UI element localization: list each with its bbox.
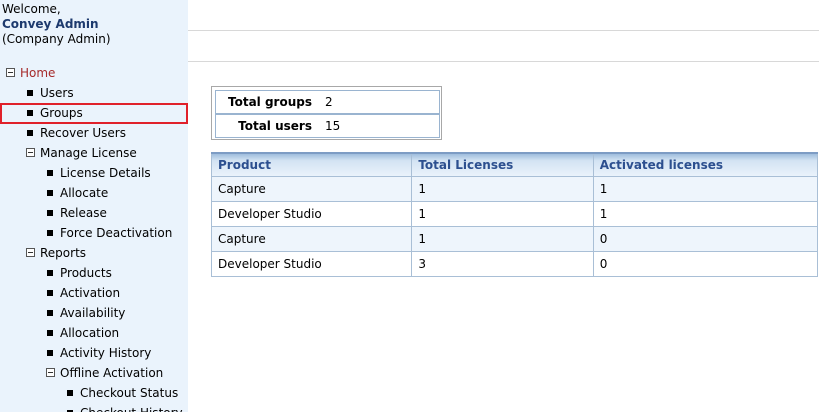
nav-label: Force Deactivation xyxy=(60,226,173,240)
nav-label: Checkout Status xyxy=(80,386,179,400)
bullet xyxy=(27,110,33,116)
bullet xyxy=(47,230,53,236)
table-cell: Developer Studio xyxy=(210,201,413,227)
welcome: Welcome, xyxy=(2,2,61,16)
user-role: (Company Admin) xyxy=(2,32,111,46)
table-row: Capture 1 1 xyxy=(210,176,819,202)
nav-item[interactable]: Availability xyxy=(0,303,188,323)
nav-label: Products xyxy=(60,266,112,280)
nav-label: Availability xyxy=(60,306,126,320)
expand-icon[interactable] xyxy=(26,248,35,257)
table-row: Capture 1 0 xyxy=(210,226,819,252)
header-row: Product Total Licenses Activated licenses xyxy=(210,152,819,177)
table-cell: 0 xyxy=(592,226,819,252)
nav-label: Checkout History xyxy=(80,403,183,412)
nav-item[interactable]: Force Deactivation xyxy=(0,223,188,243)
nav-item[interactable]: Activity History xyxy=(0,343,188,363)
bullet xyxy=(67,410,73,412)
bullet xyxy=(27,130,33,136)
nav-item[interactable]: Recover Users xyxy=(0,123,188,143)
bullet xyxy=(47,350,53,356)
table-cell: Developer Studio xyxy=(210,251,413,277)
divider xyxy=(188,61,819,62)
table-cell: 1 xyxy=(411,176,594,202)
summary-row: Total users 15 xyxy=(215,114,440,138)
nav-label: Activity History xyxy=(60,346,152,360)
summary-label: Total groups xyxy=(228,95,312,109)
nav-label: Home xyxy=(20,66,56,80)
license-table: Product Total Licenses Activated licenses C… xyxy=(210,152,819,277)
nav-label: Groups xyxy=(40,106,83,120)
column-header: Total Licenses xyxy=(411,152,594,177)
table-cell: Capture xyxy=(210,226,413,252)
bullet xyxy=(47,210,53,216)
nav-item[interactable]: Release xyxy=(0,203,188,223)
table-cell: 3 xyxy=(411,251,594,277)
nav-label: Reports xyxy=(40,246,87,260)
summary-label: Total users xyxy=(238,119,312,133)
nav-item[interactable]: Allocation xyxy=(0,323,188,343)
table-cell: 1 xyxy=(411,226,594,252)
bullet xyxy=(47,330,53,336)
nav-item[interactable]: Checkout Status xyxy=(0,383,188,403)
summary-value: 15 xyxy=(325,119,341,133)
summary-box: Total groups 2 Total users 15 xyxy=(211,86,442,140)
selection-box xyxy=(0,103,188,124)
bullet xyxy=(47,190,53,196)
nav-item[interactable]: Home xyxy=(0,63,188,83)
column-header: Activated licenses xyxy=(592,152,819,177)
table-cell: 0 xyxy=(592,251,819,277)
sidebar: Welcome, Convey Admin (Company Admin) Ho… xyxy=(0,0,188,412)
nav-label: Recover Users xyxy=(40,126,126,140)
table-cell: 1 xyxy=(592,201,819,227)
nav-label: Manage License xyxy=(40,146,137,160)
table-cell: Capture xyxy=(210,176,413,202)
nav-item[interactable]: Products xyxy=(0,263,188,283)
expand-icon[interactable] xyxy=(26,148,35,157)
nav-label: Release xyxy=(60,206,107,220)
divider xyxy=(188,30,819,31)
bullet xyxy=(47,170,53,176)
bullet xyxy=(47,270,53,276)
nav-label: Offline Activation xyxy=(60,366,164,380)
summary-row: Total groups 2 xyxy=(215,90,440,114)
nav-item[interactable]: Manage License xyxy=(0,143,188,163)
nav-item[interactable]: Reports xyxy=(0,243,188,263)
bullet xyxy=(47,290,53,296)
bullet xyxy=(27,90,33,96)
column-header: Product xyxy=(210,152,413,177)
nav-item[interactable]: Activation xyxy=(0,283,188,303)
nav-label: Allocate xyxy=(60,186,109,200)
expand-icon[interactable] xyxy=(6,68,15,77)
table-row: Developer Studio 3 0 xyxy=(210,251,819,277)
nav-item[interactable]: Groups xyxy=(0,103,188,123)
table-row: Developer Studio 1 1 xyxy=(210,201,819,227)
table-cell: 1 xyxy=(411,201,594,227)
user-name: Convey Admin xyxy=(2,17,99,31)
nav-item[interactable]: Users xyxy=(0,83,188,103)
expand-icon[interactable] xyxy=(46,368,55,377)
nav-item[interactable]: License Details xyxy=(0,163,188,183)
nav-label: License Details xyxy=(60,166,151,180)
bullet xyxy=(67,390,73,396)
nav-label: Users xyxy=(40,86,74,100)
table-cell: 1 xyxy=(592,176,819,202)
nav-label: Activation xyxy=(60,286,121,300)
summary-value: 2 xyxy=(325,95,333,109)
bullet xyxy=(47,310,53,316)
nav-item[interactable]: Allocate xyxy=(0,183,188,203)
nav-label: Allocation xyxy=(60,326,120,340)
nav-item[interactable]: Checkout History xyxy=(0,403,188,412)
nav-item[interactable]: Offline Activation xyxy=(0,363,188,383)
